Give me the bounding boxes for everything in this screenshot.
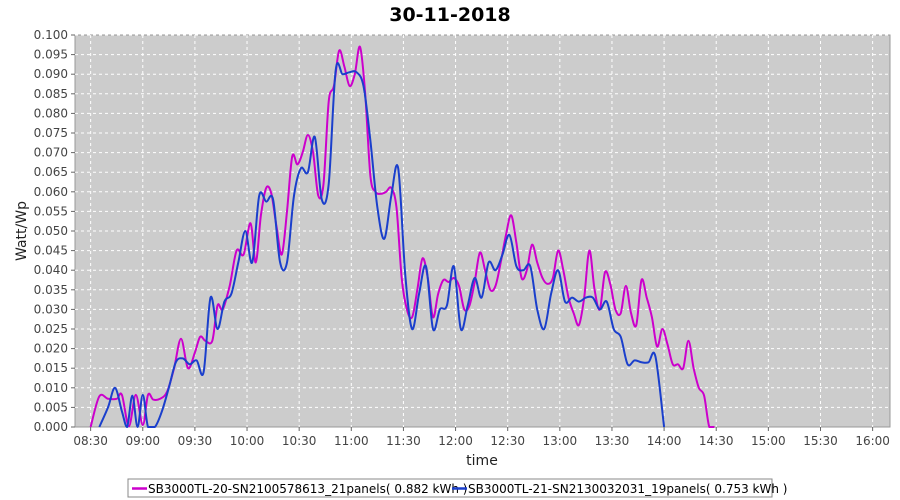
y-axis: 0.000 0.005 0.010 0.015 0.020 0.025 0.030 0.035… — [34, 28, 75, 434]
y-tick-label: 0.020 — [34, 342, 68, 356]
x-tick-label: 14:00 — [647, 434, 682, 448]
y-axis-label: Watt/Wp — [14, 201, 30, 261]
y-tick-label: 0.080 — [34, 106, 68, 120]
x-tick-label: 16:00 — [855, 434, 890, 448]
x-tick-label: 09:00 — [125, 434, 160, 448]
y-tick-label: 0.055 — [34, 204, 68, 218]
y-tick-label: 0.085 — [34, 87, 68, 101]
x-tick-label: 09:30 — [178, 434, 213, 448]
y-tick-label: 0.030 — [34, 302, 68, 316]
x-tick-label: 12:30 — [490, 434, 525, 448]
x-tick-label: 10:00 — [230, 434, 265, 448]
y-tick-label: 0.000 — [34, 420, 68, 434]
y-tick-label: 0.090 — [34, 67, 68, 81]
grid-lines — [75, 34, 890, 427]
series-line-2 — [98, 62, 666, 428]
y-tick-label: 0.050 — [34, 224, 68, 238]
legend-box — [127, 478, 773, 498]
x-axis: 08:30 09:00 09:30 10:00 10:30 11:00 11:30 12:00… — [73, 427, 890, 448]
x-tick-label: 15:30 — [803, 434, 838, 448]
x-tick-label: 13:00 — [543, 434, 578, 448]
legend-label-2: SB3000TL-21-SN2130032031_19panels( 0.753… — [468, 482, 787, 496]
x-tick-label: 14:30 — [699, 434, 734, 448]
y-tick-label: 0.025 — [34, 322, 68, 336]
y-tick-label: 0.060 — [34, 185, 68, 199]
x-tick-label: 11:30 — [386, 434, 421, 448]
y-tick-label: 0.045 — [34, 244, 68, 258]
y-tick-label: 0.100 — [34, 28, 68, 42]
legend: SB3000TL-20-SN2100578613_21panels( 0.882… — [127, 478, 787, 498]
y-tick-label: 0.005 — [34, 400, 68, 414]
x-tick-label: 08:30 — [73, 434, 108, 448]
y-tick-label: 0.095 — [34, 48, 68, 62]
y-tick-label: 0.040 — [34, 263, 68, 277]
x-tick-label: 15:00 — [751, 434, 786, 448]
y-tick-label: 0.075 — [34, 126, 68, 140]
y-tick-label: 0.010 — [34, 381, 68, 395]
chart-title: 30-11-2018 — [389, 4, 511, 26]
y-tick-label: 0.015 — [34, 361, 68, 375]
x-tick-label: 10:30 — [282, 434, 317, 448]
legend-label-1: SB3000TL-20-SN2100578613_21panels( 0.882… — [148, 482, 467, 496]
x-axis-label: time — [466, 453, 498, 469]
x-tick-label: 11:00 — [334, 434, 369, 448]
x-tick-label: 12:00 — [438, 434, 473, 448]
x-tick-label: 13:30 — [595, 434, 630, 448]
y-tick-label: 0.065 — [34, 165, 68, 179]
series-lines — [89, 45, 715, 428]
series-line-1 — [89, 45, 715, 428]
y-tick-label: 0.070 — [34, 146, 68, 160]
y-tick-label: 0.035 — [34, 283, 68, 297]
